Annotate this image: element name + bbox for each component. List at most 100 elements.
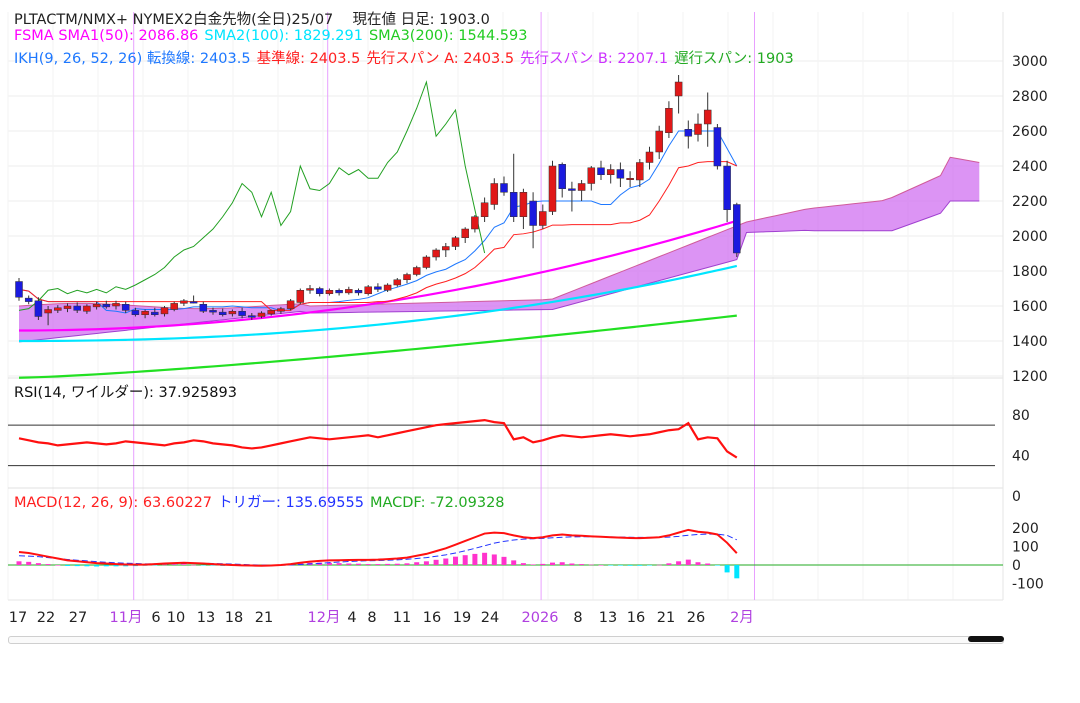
macd-histogram-bar xyxy=(676,561,682,565)
candle-body xyxy=(519,192,528,217)
candle xyxy=(354,288,363,296)
macd-histogram-bar xyxy=(666,563,672,565)
y-tick-label: 1200 xyxy=(1012,369,1048,385)
candle-body xyxy=(471,216,479,230)
candle xyxy=(403,272,411,284)
macd-histogram-bar xyxy=(113,565,119,567)
candle-body xyxy=(568,188,576,191)
x-tick-label: 21 xyxy=(657,610,675,626)
rsi-line xyxy=(18,418,738,459)
rsi-panel: 80 40 0 xyxy=(8,408,1030,505)
candle-body xyxy=(480,202,489,217)
macd-histogram-bar xyxy=(540,563,546,565)
macd-histogram-bar xyxy=(210,565,216,566)
candle-body xyxy=(306,288,314,291)
ichimoku-legend-item-1: 基準線: 2403.5 xyxy=(256,51,361,67)
macd-histogram-bar xyxy=(433,559,439,565)
candle xyxy=(461,227,469,243)
candle-body xyxy=(509,192,518,217)
x-tick-label: 13 xyxy=(599,610,617,626)
macd-histogram-bar xyxy=(530,564,536,565)
candle xyxy=(267,309,275,316)
macd-tick-label: 200 xyxy=(1012,521,1039,537)
scrollbar-thumb[interactable] xyxy=(968,636,1004,642)
y-tick-label: 2400 xyxy=(1012,159,1048,175)
candle-body xyxy=(335,290,343,294)
x-tick-label: 8 xyxy=(367,610,376,626)
candle xyxy=(713,124,722,170)
candle xyxy=(296,288,305,305)
candle-body xyxy=(151,311,159,315)
candle-body xyxy=(374,286,382,290)
macd-histogram-bar xyxy=(511,560,517,565)
macd-histogram-bar xyxy=(550,562,555,565)
candle-body xyxy=(684,129,693,137)
macd-line xyxy=(18,528,738,567)
candle xyxy=(548,160,557,215)
sma-legend-item-1: SMA2(100): 1829.291 xyxy=(204,28,363,44)
candle xyxy=(189,295,198,304)
candle xyxy=(92,301,101,310)
x-tick-label: 24 xyxy=(481,610,499,626)
candle xyxy=(655,125,663,159)
candle xyxy=(63,303,72,313)
candle xyxy=(345,286,353,295)
rsi-title: RSI(14, ワイルダー): 37.925893 xyxy=(14,385,237,401)
candle xyxy=(257,311,266,319)
macd-histogram-bar xyxy=(598,565,604,566)
macd-histogram-bar xyxy=(501,556,507,565)
candle-body xyxy=(354,290,363,294)
candle xyxy=(238,307,246,319)
rsi-tick-label: 40 xyxy=(1012,449,1030,465)
sma-legend-item-2: SMA3(200): 1544.593 xyxy=(368,28,528,44)
candle-body xyxy=(286,300,295,309)
macd-histogram-bar xyxy=(414,562,420,565)
candle-body xyxy=(189,301,198,304)
ichimoku-legend-item-4: 遅行スパン: 1903 xyxy=(674,51,794,67)
candle-body xyxy=(645,151,654,163)
macd-tick-label: -100 xyxy=(1012,577,1044,593)
macd-histogram-bar xyxy=(617,565,623,566)
candle-body xyxy=(83,305,91,312)
candle-body xyxy=(393,279,402,286)
candle xyxy=(199,301,208,313)
macd-histogram-bar xyxy=(94,565,100,567)
candle-body xyxy=(723,165,731,210)
candle-body xyxy=(616,169,625,179)
candle-body xyxy=(73,305,81,311)
candle xyxy=(112,300,120,310)
candle-body xyxy=(703,109,712,125)
candle-body xyxy=(432,249,440,258)
candle xyxy=(34,297,43,320)
chart-header-title: PLTACTM/NMX+ NYMEX2白金先物(全日)25/07 現在値 日足:… xyxy=(14,8,490,29)
horizontal-scrollbar[interactable] xyxy=(8,636,1004,644)
candle-body xyxy=(345,289,353,294)
candle xyxy=(577,180,586,201)
macd-histogram-bar xyxy=(588,564,594,566)
candle xyxy=(509,153,518,222)
y-tick-label: 2000 xyxy=(1012,229,1048,245)
macd-histogram-bar xyxy=(637,565,643,566)
y-tick-label: 1800 xyxy=(1012,264,1048,280)
sma1-line xyxy=(18,219,738,332)
x-tick-label: 19 xyxy=(453,610,471,626)
candle-body xyxy=(733,204,741,254)
macd-histogram-bar xyxy=(559,562,565,565)
candle-body xyxy=(694,123,702,135)
candle xyxy=(587,166,596,191)
candle-body xyxy=(529,200,537,226)
candle xyxy=(180,299,188,306)
candle xyxy=(500,176,508,196)
macd-histogram-bar xyxy=(365,564,371,565)
macd-tick-label: 0 xyxy=(1012,558,1021,574)
kijun-line xyxy=(18,161,738,311)
macd-panel: 200 100 0 -100 xyxy=(8,521,1044,593)
candle-body xyxy=(587,167,596,184)
macd-histogram-bar xyxy=(336,563,342,565)
macd-histogram-bar xyxy=(65,565,70,566)
candle xyxy=(606,164,615,184)
candle-body xyxy=(364,286,372,294)
candle-body xyxy=(539,211,547,226)
candle-body xyxy=(15,281,23,298)
